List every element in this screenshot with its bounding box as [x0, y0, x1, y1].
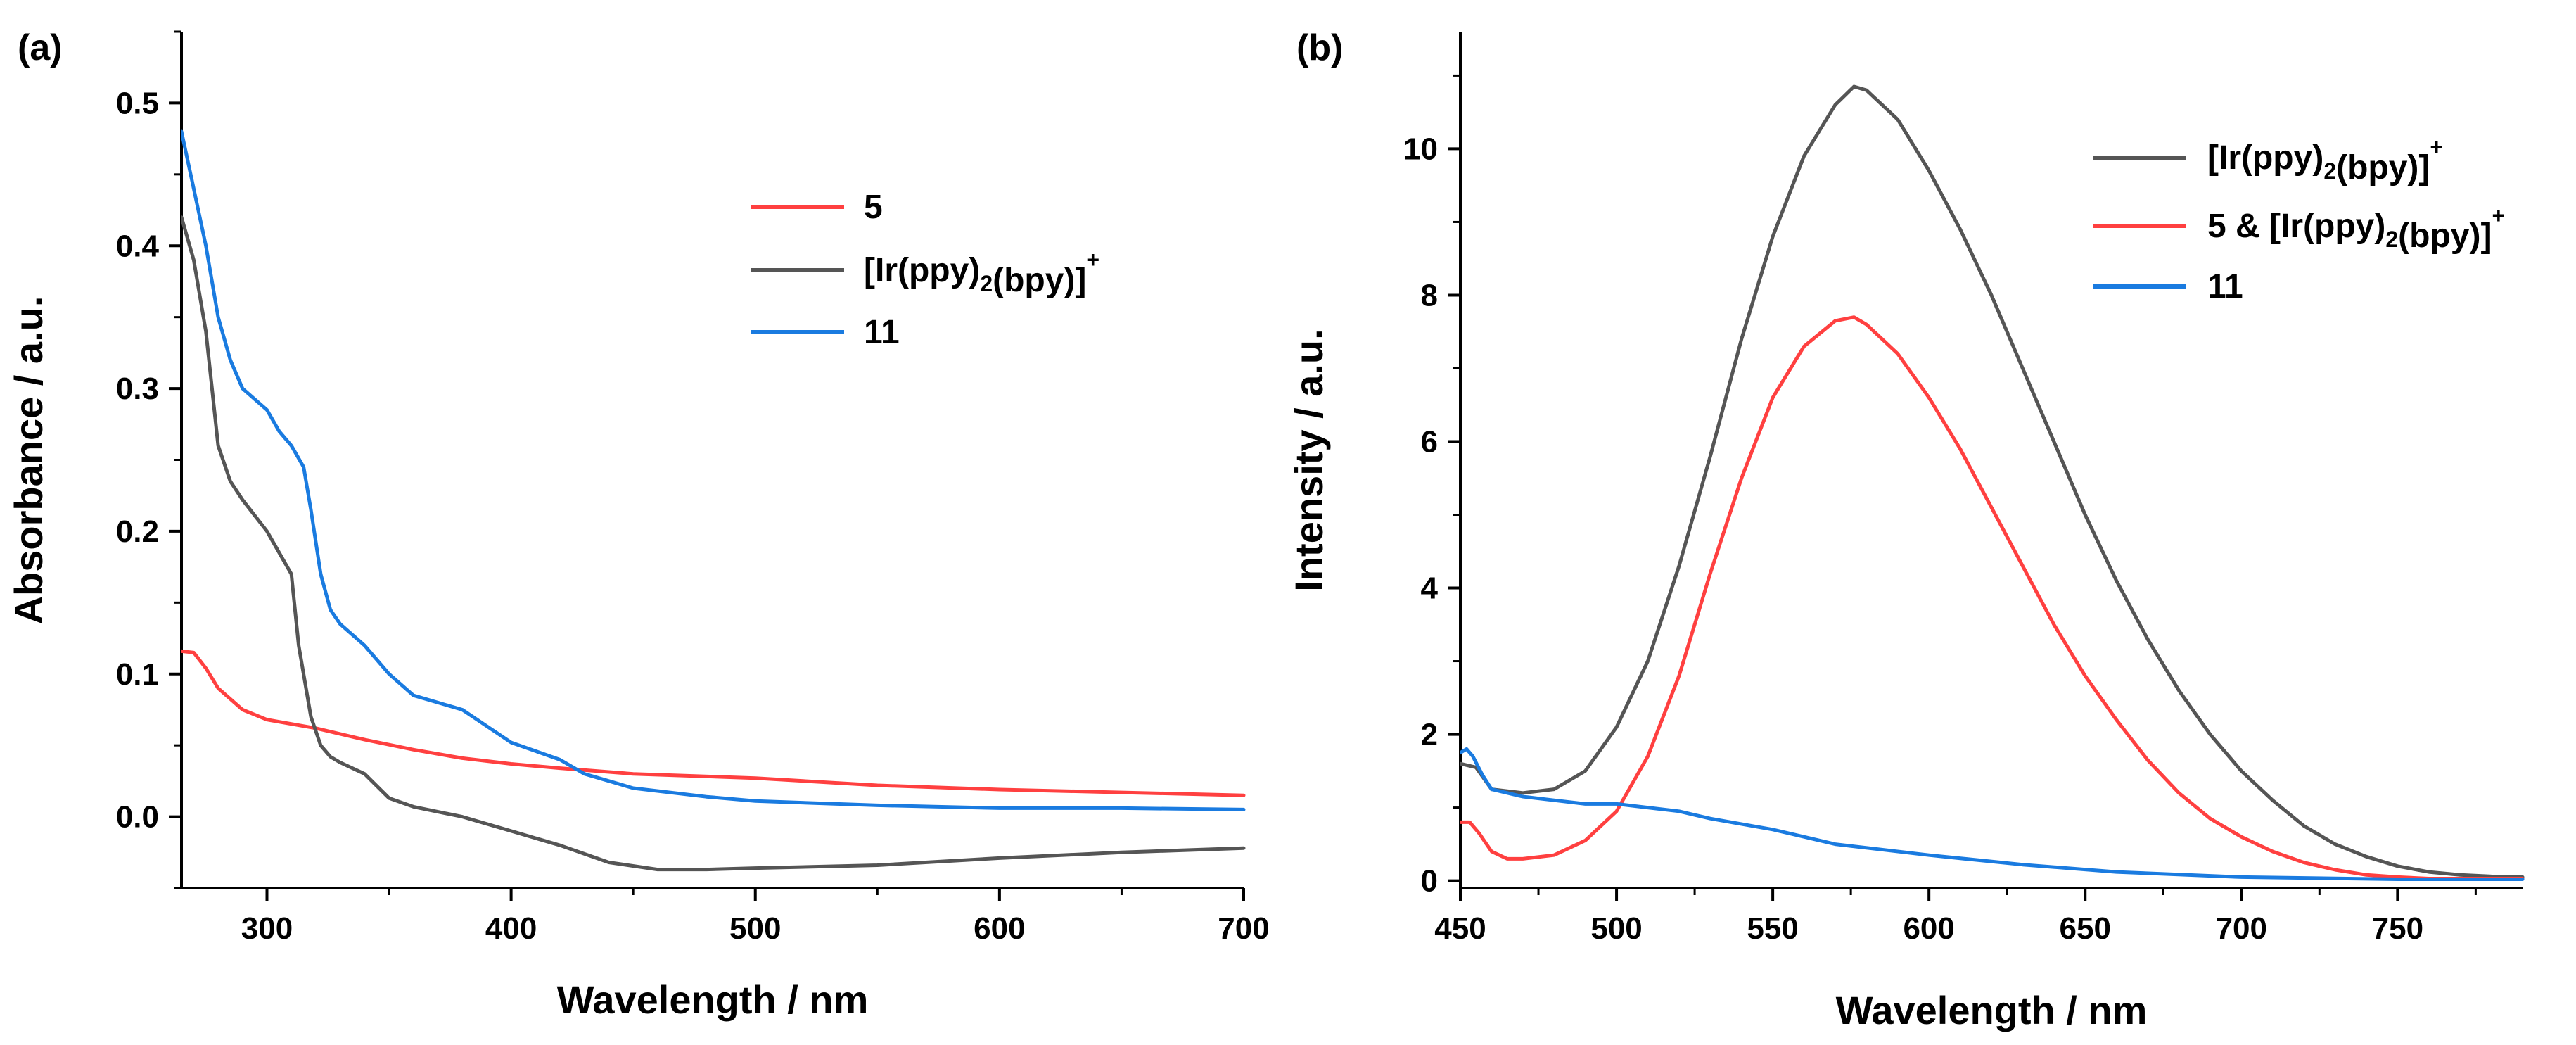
legend-label-b-2: 11 [2207, 268, 2243, 305]
x-tick-label-b: 750 [2372, 911, 2423, 946]
x-axis-title-a: Wavelength / nm [557, 977, 869, 1022]
y-axis-title-b: Intensity / a.u. [1287, 329, 1331, 591]
panel-a: (a) 300 400 500 600 700 0.0 0.1 0.2 0.3 0.4 0.5 Wave… [6, 27, 1270, 1022]
x-tick-label-a: 500 [729, 911, 781, 946]
x-tick-label-a: 400 [485, 911, 537, 946]
x-tick-label-a: 700 [1218, 911, 1269, 946]
panel-label-a: (a) [18, 27, 63, 68]
x-tick-label-b: 500 [1590, 911, 1642, 946]
x-tick-label-b: 450 [1434, 911, 1486, 946]
y-axis-title-a: Absorbance / a.u. [6, 296, 51, 625]
series-line-a-1 [181, 215, 1246, 872]
legend-label-a-0: 5 [864, 189, 883, 226]
panel-label-b: (b) [1296, 27, 1343, 68]
x-axis-title-b: Wavelength / nm [1836, 988, 2148, 1032]
y-tick-label-b: 8 [1421, 278, 1438, 312]
y-tick-label-a: 0.1 [116, 657, 159, 692]
y-tick-label-a: 0.4 [116, 229, 160, 263]
y-tick-label-a: 0.3 [116, 372, 159, 406]
y-tick-label-b: 0 [1421, 864, 1438, 899]
y-tick-label-b: 6 [1421, 424, 1438, 459]
y-tick-label-a: 0.2 [116, 514, 159, 549]
series-line-a-2 [181, 129, 1246, 811]
x-tick-label-a: 600 [974, 911, 1025, 946]
y-tick-label-a: 0.0 [116, 800, 159, 835]
y-tick-label-b: 4 [1421, 571, 1439, 606]
x-tick-label-b: 550 [1747, 911, 1798, 946]
y-tick-label-b: 10 [1403, 132, 1438, 166]
series-line-b-2 [1460, 747, 2525, 881]
x-tick-label-b: 700 [2216, 911, 2267, 946]
x-tick-label-a: 300 [241, 911, 293, 946]
series-line-b-0 [1460, 84, 2525, 879]
legend-label-b-0: [Ir(ppy)2(bpy)]+ [2207, 134, 2443, 186]
y-tick-label-a: 0.5 [116, 86, 159, 120]
x-tick-label-b: 650 [2060, 911, 2111, 946]
x-tick-label-b: 600 [1903, 911, 1954, 946]
legend-label-a-2: 11 [864, 314, 900, 351]
series-line-b-1 [1460, 315, 2525, 880]
series-line-a-0 [181, 649, 1246, 797]
panel-b: (b) 450 500 550 600 650 700 750 0 2 4 6 8 10 Wavelengt… [1287, 27, 2525, 1032]
legend-label-a-1: [Ir(ppy)2(bpy)]+ [864, 247, 1099, 299]
y-tick-label-b: 2 [1421, 718, 1438, 752]
legend-label-b-1: 5 & [Ir(ppy)2(bpy)]+ [2207, 203, 2505, 255]
